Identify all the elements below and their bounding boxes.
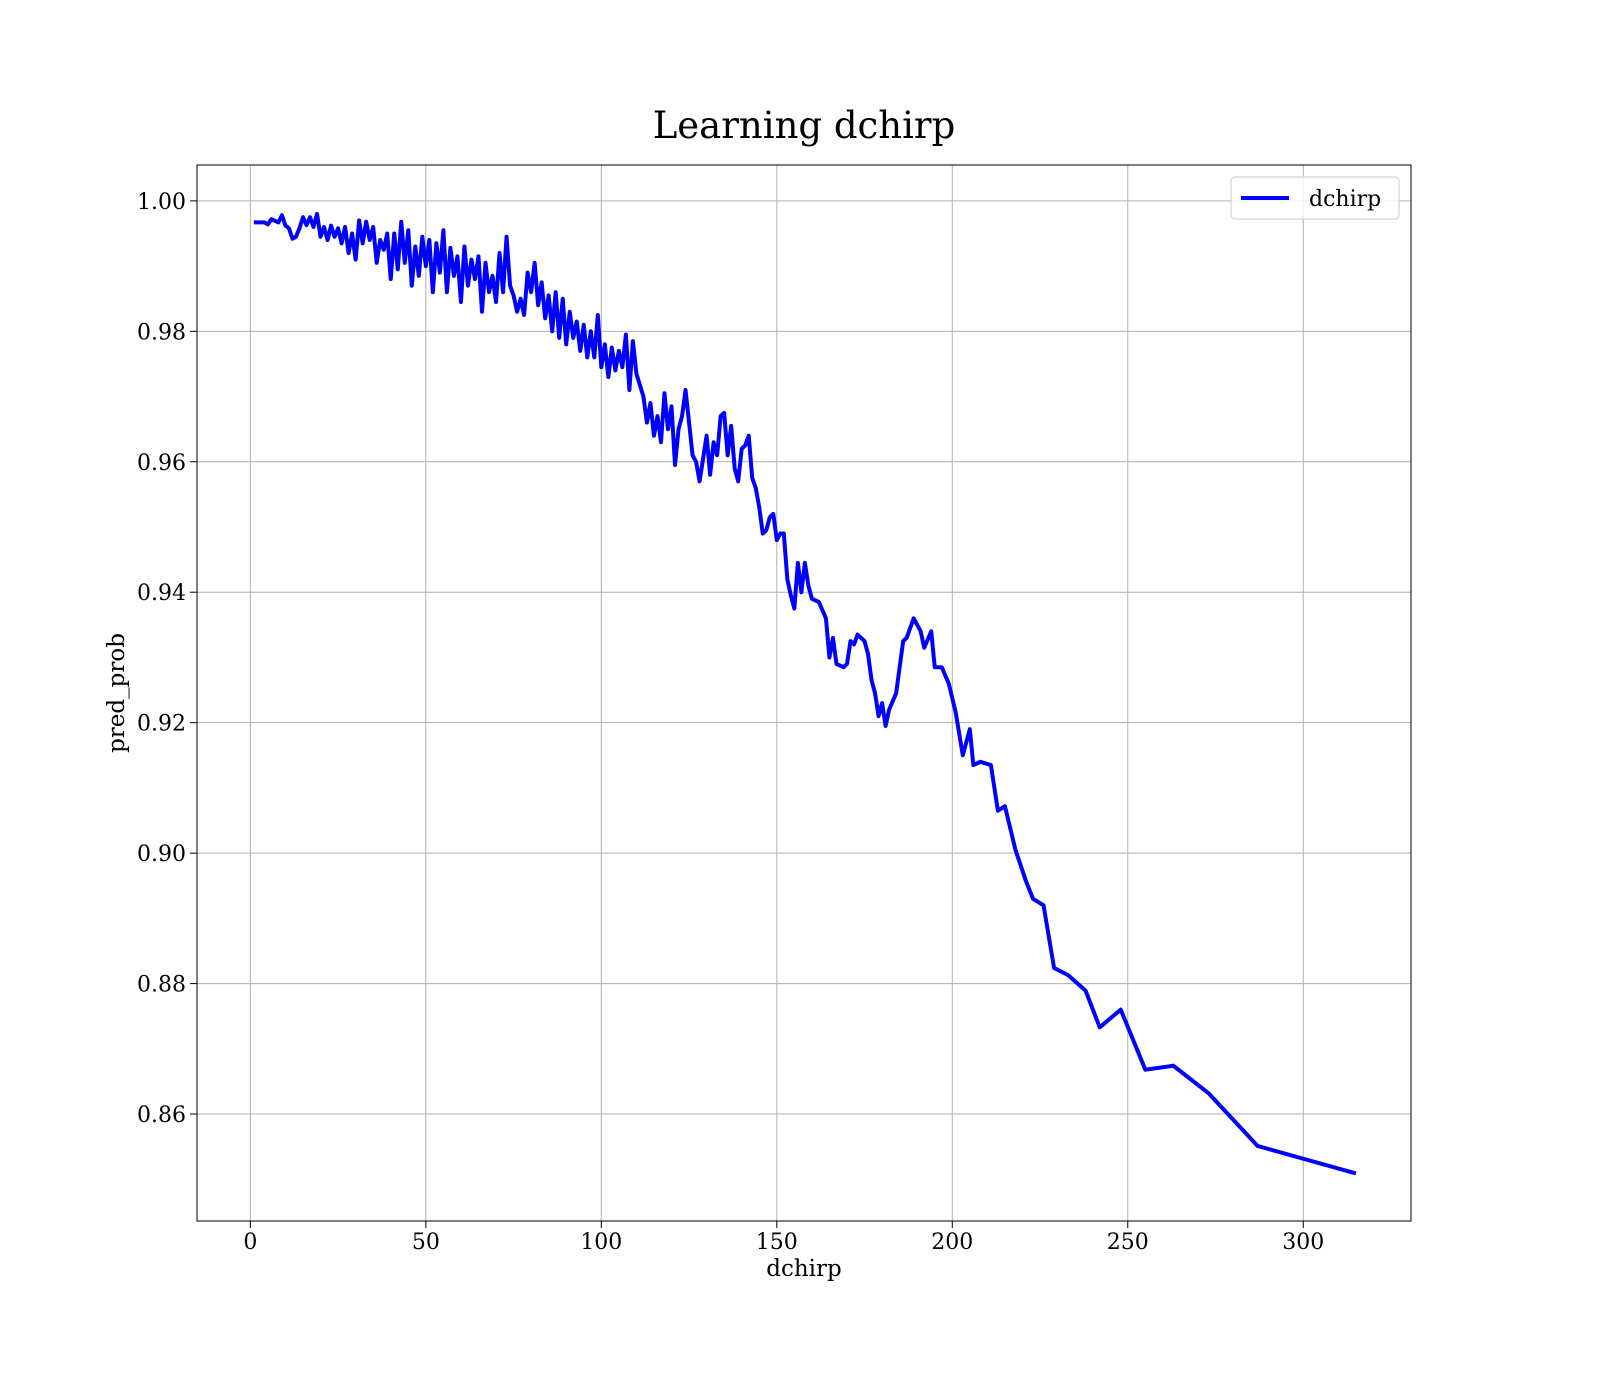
- chart-title: Learning dchirp: [653, 104, 956, 147]
- y-tick-label: 0.98: [137, 320, 186, 345]
- y-tick-label: 0.86: [137, 1103, 186, 1128]
- x-tick-label: 200: [931, 1230, 973, 1255]
- y-axis-label: pred_prob: [104, 633, 130, 753]
- y-tick-label: 0.88: [137, 973, 186, 998]
- x-tick-label: 50: [412, 1230, 440, 1255]
- x-axis-label: dchirp: [766, 1256, 842, 1282]
- x-tick-label: 100: [580, 1230, 622, 1255]
- y-tick-label: 0.94: [137, 581, 186, 606]
- plot-frame: [196, 164, 1412, 1222]
- y-tick-label: 1.00: [137, 190, 186, 215]
- x-tick-label: 250: [1107, 1230, 1149, 1255]
- x-tick-label: 0: [243, 1230, 257, 1255]
- y-tick-label: 0.90: [137, 842, 186, 867]
- legend-box: [1230, 176, 1400, 220]
- y-tick-label: 0.92: [137, 712, 186, 737]
- line-series: [253, 211, 1357, 1176]
- x-tick-label: 300: [1282, 1230, 1324, 1255]
- legend-label: dchirp: [1309, 187, 1381, 212]
- y-tick-label: 0.96: [137, 451, 186, 476]
- x-tick-label: 150: [756, 1230, 798, 1255]
